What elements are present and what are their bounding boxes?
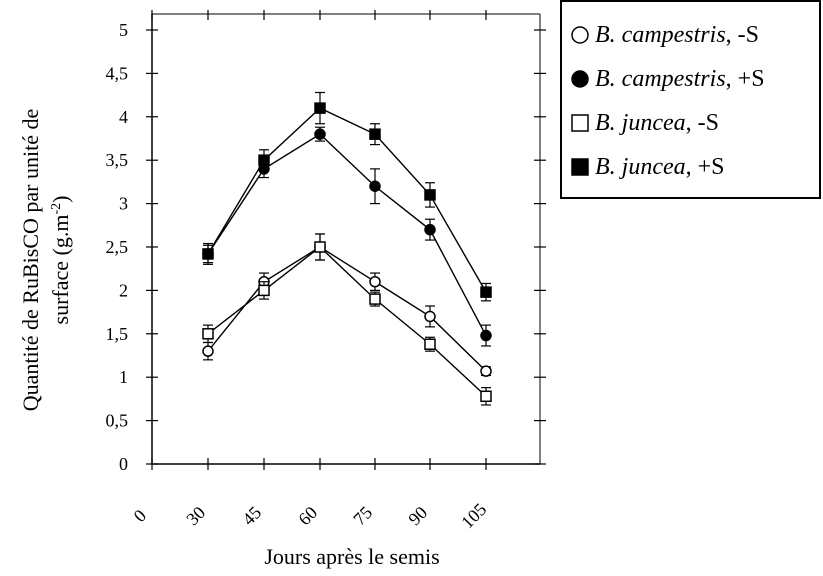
y-axis-title: Quantité de RuBisCO par unité de surface… <box>18 109 73 411</box>
data-point <box>424 189 436 201</box>
legend-marker <box>571 70 589 88</box>
x-tick-label: 45 <box>238 502 265 529</box>
data-point <box>314 102 326 114</box>
legend-species: B. juncea <box>595 154 686 180</box>
x-axis-title: Jours après le semis <box>264 544 439 569</box>
series-line <box>207 107 487 293</box>
legend-suffix: , +S <box>686 154 725 180</box>
y-tick-label: 2,5 <box>106 237 129 257</box>
data-point <box>369 128 381 140</box>
legend-marker <box>571 114 589 132</box>
y-tick-label: 1,5 <box>106 324 129 344</box>
legend-entry-label: B. campestris, -S <box>595 22 759 48</box>
data-point <box>424 223 436 236</box>
legend-box <box>560 0 821 199</box>
series-open-square <box>202 233 492 406</box>
data-point <box>480 329 492 342</box>
tick-labels: 0 0,5 1 1,5 2 2,5 3 3,5 4 4,5 5 0 30 45 60 75 90 105 <box>106 20 491 532</box>
x-tick-label: 30 <box>182 502 209 529</box>
y-tick-label: 4,5 <box>106 63 129 83</box>
y-axis-title-line2: surface (g.m-2) <box>48 196 73 325</box>
y-tick-label: 0 <box>119 454 128 474</box>
x-tick-label: 75 <box>349 502 376 529</box>
data-point <box>424 338 436 350</box>
data-point <box>480 390 492 403</box>
data-point <box>480 365 492 377</box>
x-tick-label: 60 <box>294 502 321 529</box>
legend-suffix: , +S <box>726 66 765 92</box>
data-point <box>424 310 436 323</box>
legend-species: B. campestris <box>595 66 726 92</box>
data-point <box>369 180 381 192</box>
legend-entry-label: B. juncea, +S <box>595 154 725 180</box>
legend-species: B. campestris <box>595 22 726 48</box>
x-tick-label: 0 <box>130 506 151 527</box>
y-tick-label: 5 <box>119 20 128 40</box>
y-axis-title-sup: -2 <box>49 203 64 215</box>
y-axis-title-main: surface (g.m <box>48 215 73 325</box>
data-point <box>314 241 326 253</box>
legend-species: B. juncea <box>595 110 686 136</box>
y-tick-label: 3 <box>119 194 128 214</box>
legend-entry-label: B. juncea, -S <box>595 110 719 136</box>
series-filled-square <box>202 91 492 302</box>
data-point <box>369 293 381 305</box>
data-point <box>369 275 381 288</box>
series-line <box>207 246 487 397</box>
axes <box>151 13 541 465</box>
legend-marker <box>571 26 589 44</box>
legend-suffix: , -S <box>726 22 759 48</box>
x-tick-label: 105 <box>457 499 490 532</box>
y-axis-title-end: ) <box>48 196 73 203</box>
data-point <box>314 128 326 140</box>
y-tick-label: 3,5 <box>106 150 129 170</box>
legend-marker <box>571 158 589 176</box>
y-axis-title-line1: Quantité de RuBisCO par unité de <box>18 109 43 411</box>
y-tick-label: 1 <box>119 367 128 387</box>
y-tick-label: 4 <box>119 107 128 127</box>
data-point <box>480 286 492 298</box>
series-filled-circle <box>202 126 492 347</box>
data-point <box>202 328 214 340</box>
y-tick-label: 2 <box>119 280 128 300</box>
data-point <box>202 345 214 357</box>
series-line <box>207 133 487 336</box>
y-tick-label: 0,5 <box>106 411 129 431</box>
data-point <box>258 284 270 297</box>
x-tick-label: 90 <box>404 502 431 529</box>
data-point <box>202 248 214 260</box>
series-layer <box>202 91 492 406</box>
ticks <box>146 10 546 470</box>
legend: B. campestris, -SB. campestris, +SB. jun… <box>560 0 821 199</box>
legend-entry-label: B. campestris, +S <box>595 66 765 92</box>
series-line <box>207 246 487 372</box>
data-point <box>258 154 270 166</box>
legend-suffix: , -S <box>686 110 719 136</box>
